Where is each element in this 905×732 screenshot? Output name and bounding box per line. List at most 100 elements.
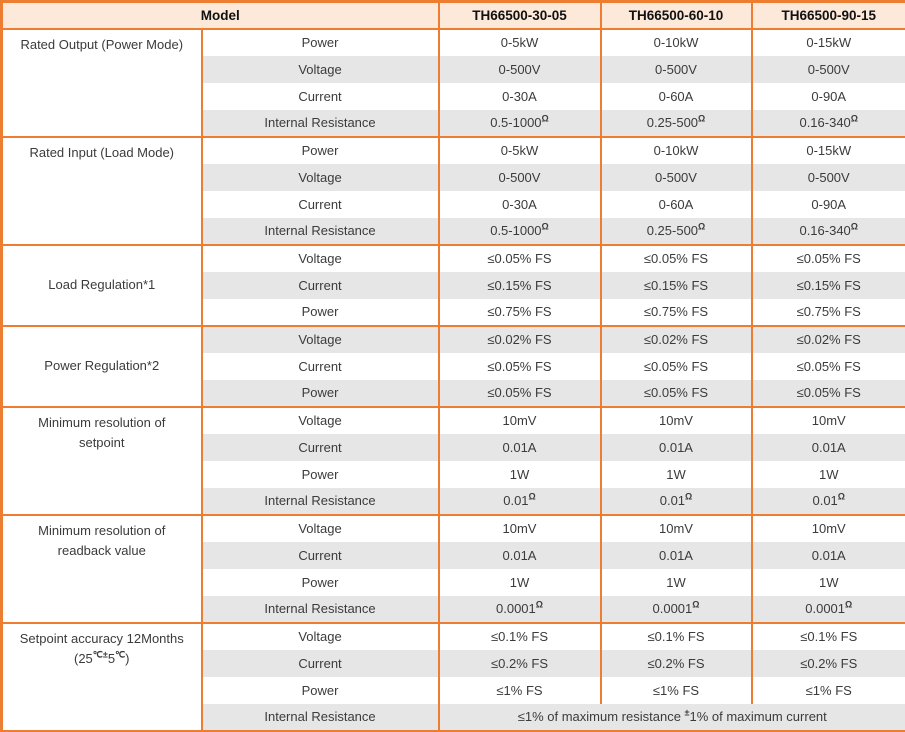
spec-row: Internal Resistance 0.0001Ω 0.0001Ω 0.0001Ω [2, 595, 905, 623]
spec-row: Current 0-30A 0-60A 0-90A [2, 82, 905, 110]
value-cell-model-1: 0-5kW [437, 135, 602, 164]
parameter-cell: Current [200, 190, 440, 218]
value-cell-model-3: ≤0.05% FS [750, 352, 905, 380]
value-cell-model-3: 0-90A [750, 190, 905, 218]
parameter-cell: Power [200, 135, 440, 164]
value-cell-model-3: 1W [750, 460, 905, 488]
parameter-cell: Power [200, 568, 440, 596]
value-cell-model-3: 10mV [750, 405, 905, 434]
parameter-cell: Current [200, 649, 440, 677]
value-cell-model-3: ≤0.75% FS [750, 298, 905, 326]
value-cell-model-1: 10mV [437, 513, 602, 542]
parameter-cell: Current [200, 352, 440, 380]
value-cell-model-3: 0.0001Ω [750, 595, 905, 623]
parameter-cell: Current [200, 271, 440, 299]
value-cell-model-1: 0-30A [437, 82, 602, 110]
spec-table-header: Model TH66500-30-05 TH66500-60-10 TH6650… [0, 0, 905, 30]
value-cell-model-1: ≤0.02% FS [437, 324, 602, 353]
value-cell-model-3: ≤0.05% FS [750, 243, 905, 272]
value-cell-model-1: ≤0.1% FS [437, 621, 602, 650]
model-column-header-1: TH66500-30-05 [437, 0, 602, 30]
value-cell-model-1: ≤0.05% FS [437, 352, 602, 380]
parameter-cell: Power [200, 676, 440, 704]
spec-row: Power ≤1% FS ≤1% FS ≤1% FS [2, 676, 905, 704]
group-label-cell-7: Setpoint accuracy 12Months (25℃±5℃) [0, 621, 203, 731]
parameter-cell: Voltage [200, 243, 440, 272]
spec-row: Internal Resistance 0.5-1000Ω 0.25-500Ω 0.1… [2, 217, 905, 245]
value-cell-model-1: 0.01A [437, 541, 602, 569]
group-label-cell-2: Rated Input (Load Mode) [0, 135, 203, 245]
value-cell-model-1: ≤0.75% FS [437, 298, 602, 326]
value-cell-model-3: 0-500V [750, 163, 905, 191]
parameter-cell: Voltage [200, 621, 440, 650]
value-cell-model-2: ≤0.2% FS [599, 649, 753, 677]
value-cell-model-1: 10mV [437, 405, 602, 434]
clipped-cell [200, 729, 440, 732]
value-cell-model-2: 10mV [599, 405, 753, 434]
spec-row: Internal Resistance 0.01Ω 0.01Ω 0.01Ω [2, 487, 905, 515]
spec-row: Current 0.01A 0.01A 0.01A [2, 433, 905, 461]
spec-row: Load Regulation*1 Voltage ≤0.05% FS ≤0.05% … [0, 243, 905, 326]
parameter-cell: Internal Resistance [200, 109, 440, 137]
value-cell-model-3: ≤0.02% FS [750, 324, 905, 353]
parameter-cell: Current [200, 82, 440, 110]
clipped-partial-row [0, 729, 905, 732]
value-cell-model-2: ≤0.05% FS [599, 243, 753, 272]
value-cell-model-2: 0-500V [599, 163, 753, 191]
value-cell-model-2: 0-60A [599, 82, 753, 110]
group-label-cell-4: Power Regulation*2 [0, 324, 203, 407]
value-cell-model-2: 0-60A [599, 190, 753, 218]
value-cell-model-2: 0-500V [599, 55, 753, 83]
value-cell-model-3: 0-15kW [750, 135, 905, 164]
spec-row: Minimum resolution of setpoint Voltage 10m… [0, 405, 905, 515]
spec-table-body: Rated Output (Power Mode) Power 0-5kW 0-10k… [0, 27, 905, 732]
spec-row: Power ≤0.75% FS ≤0.75% FS ≤0.75% FS [2, 298, 905, 326]
spec-row: Minimum resolution of readback value Volt… [0, 513, 905, 623]
value-cell-model-1: 0.01Ω [437, 487, 602, 515]
value-cell-model-1: ≤0.05% FS [437, 379, 602, 407]
parameter-cell: Voltage [200, 513, 440, 542]
value-cell-model-3: 0.16-340Ω [750, 217, 905, 245]
parameter-cell: Internal Resistance [200, 703, 440, 731]
spec-row: Power 1W 1W 1W [2, 568, 905, 596]
value-cell-model-2: 0-10kW [599, 135, 753, 164]
value-cell-model-2: 0.25-500Ω [599, 109, 753, 137]
value-cell-model-2: 10mV [599, 513, 753, 542]
value-cell-model-2: 0.0001Ω [599, 595, 753, 623]
spec-row: Internal Resistance ≤1% of maximum resist… [2, 703, 905, 731]
value-cell-model-1: ≤1% FS [437, 676, 602, 704]
value-cell-model-2: 0.01Ω [599, 487, 753, 515]
spec-row: Current ≤0.2% FS ≤0.2% FS ≤0.2% FS [2, 649, 905, 677]
value-cell-model-1: 0-5kW [437, 27, 602, 56]
header-row: Model TH66500-30-05 TH66500-60-10 TH6650… [0, 0, 905, 30]
spec-row: Internal Resistance 0.5-1000Ω 0.25-500Ω 0.1… [2, 109, 905, 137]
value-cell-model-2: ≤1% FS [599, 676, 753, 704]
value-cell-model-3: 0.01Ω [750, 487, 905, 515]
spec-row: Voltage 0-500V 0-500V 0-500V [2, 55, 905, 83]
spec-row: Current 0-30A 0-60A 0-90A [2, 190, 905, 218]
value-cell-model-2: ≤0.15% FS [599, 271, 753, 299]
value-cell-model-2: 0-10kW [599, 27, 753, 56]
value-cell-model-3: 0-90A [750, 82, 905, 110]
value-cell-model-1: 0.5-1000Ω [437, 217, 602, 245]
value-cell-model-3: 0.16-340Ω [750, 109, 905, 137]
spec-row: Voltage 0-500V 0-500V 0-500V [2, 163, 905, 191]
value-cell-model-3: ≤1% FS [750, 676, 905, 704]
group-label-cell-5: Minimum resolution of setpoint [0, 405, 203, 515]
parameter-cell: Power [200, 298, 440, 326]
value-cell-model-2: 0.01A [599, 433, 753, 461]
model-column-header-2: TH66500-60-10 [599, 0, 753, 30]
value-cell-model-3: ≤0.15% FS [750, 271, 905, 299]
value-cell-model-3: 0-15kW [750, 27, 905, 56]
spec-row: Rated Input (Load Mode) Power 0-5kW 0-10kW 0… [0, 135, 905, 245]
parameter-cell: Internal Resistance [200, 217, 440, 245]
parameter-cell: Power [200, 379, 440, 407]
spec-row: Current ≤0.15% FS ≤0.15% FS ≤0.15% FS [2, 271, 905, 299]
group-label-cell-clipped [0, 729, 203, 732]
value-cell-merged: ≤1% of maximum resistance ±1% of maximum… [437, 703, 905, 731]
group-label-cell-3: Load Regulation*1 [0, 243, 203, 326]
value-cell-model-2: ≤0.75% FS [599, 298, 753, 326]
spec-row: Current ≤0.05% FS ≤0.05% FS ≤0.05% FS [2, 352, 905, 380]
